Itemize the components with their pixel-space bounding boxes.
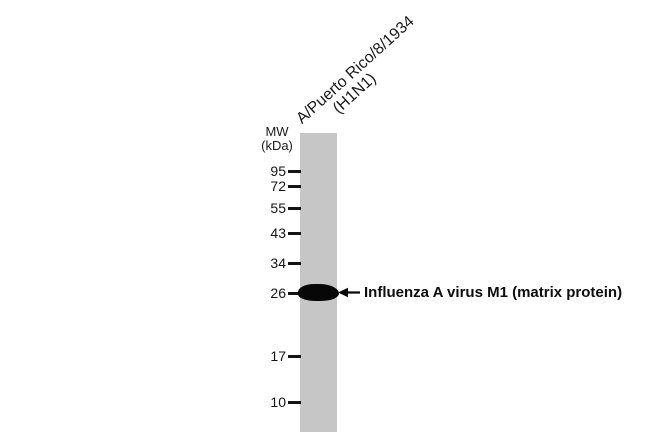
mw-tick	[288, 231, 301, 235]
mw-marker-43: 43	[254, 225, 301, 241]
band-annotation: Influenza A virus M1 (matrix protein)	[364, 284, 623, 301]
mw-marker-label: 26	[270, 285, 286, 301]
lane-label: A/Puerto Rico/8/1934 (H1N1)	[293, 13, 429, 140]
mw-tick	[288, 291, 301, 295]
left-arrow-icon	[338, 286, 360, 299]
mw-marker-95: 95	[254, 163, 301, 179]
mw-marker-label: 34	[270, 255, 286, 271]
mw-tick	[288, 184, 301, 188]
mw-marker-26: 26	[254, 285, 301, 301]
mw-marker-10: 10	[254, 394, 301, 410]
mw-marker-label: 72	[270, 178, 286, 194]
lane-label-line2: (H1N1)	[329, 70, 380, 118]
lane-label-line1: A/Puerto Rico/8/1934	[293, 12, 418, 128]
mw-marker-label: 10	[270, 394, 286, 410]
mw-marker-34: 34	[254, 255, 301, 271]
protein-band	[298, 284, 339, 301]
mw-tick	[288, 400, 301, 404]
mw-marker-72: 72	[254, 178, 301, 194]
mw-header-line2: (kDa)	[261, 138, 293, 153]
mw-tick	[288, 169, 301, 173]
mw-marker-17: 17	[254, 348, 301, 364]
mw-header-line1: MW	[265, 124, 289, 139]
blot-lane	[300, 133, 337, 432]
mw-marker-label: 17	[270, 348, 286, 364]
mw-tick	[288, 354, 301, 358]
mw-marker-label: 95	[270, 163, 286, 179]
mw-axis-header: MW (kDa)	[254, 125, 300, 153]
mw-marker-55: 55	[254, 200, 301, 216]
mw-tick	[288, 206, 301, 210]
mw-marker-label: 55	[270, 200, 286, 216]
mw-marker-label: 43	[270, 225, 286, 241]
mw-tick	[288, 261, 301, 265]
